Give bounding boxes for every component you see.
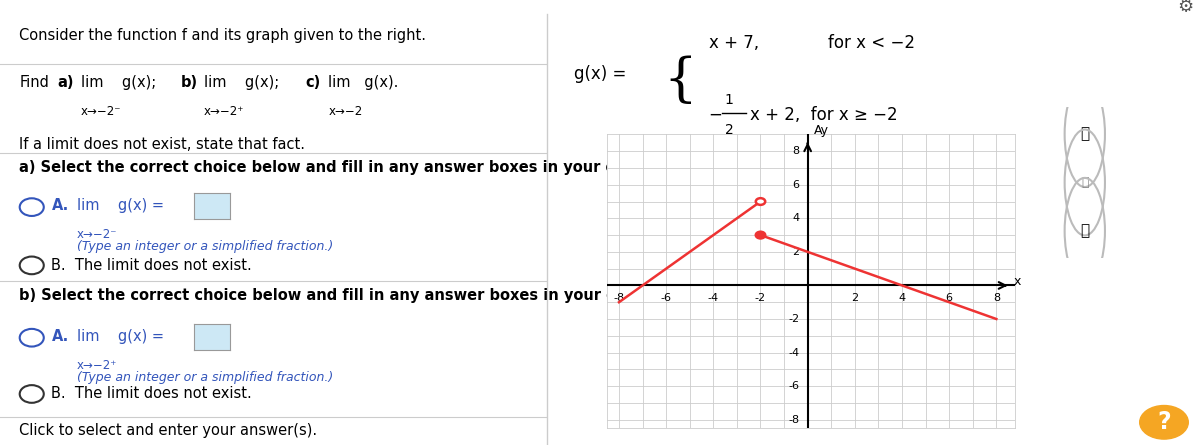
Text: -6: -6 — [788, 381, 799, 391]
Text: x→−2⁻: x→−2⁻ — [80, 105, 121, 117]
Text: -8: -8 — [788, 415, 799, 425]
Text: 6: 6 — [946, 293, 953, 303]
Text: -2: -2 — [755, 293, 766, 303]
Text: 8: 8 — [992, 293, 1000, 303]
Text: {: { — [664, 55, 697, 105]
Circle shape — [756, 232, 766, 239]
Text: (Type an integer or a simplified fraction.): (Type an integer or a simplified fractio… — [77, 240, 332, 253]
Text: If a limit does not exist, state that fact.: If a limit does not exist, state that fa… — [19, 137, 305, 152]
Text: lim    g(x);: lim g(x); — [204, 74, 280, 89]
Circle shape — [756, 198, 766, 205]
Text: 8: 8 — [792, 146, 799, 156]
Text: a) Select the correct choice below and fill in any answer boxes in your choice.: a) Select the correct choice below and f… — [19, 160, 664, 175]
Text: a): a) — [58, 74, 74, 89]
Text: A.: A. — [52, 198, 68, 213]
Text: x→−2⁻: x→−2⁻ — [77, 228, 118, 241]
Text: Find: Find — [19, 74, 49, 89]
Text: ?: ? — [1157, 410, 1171, 434]
Text: x + 7,: x + 7, — [709, 34, 760, 52]
Text: b) Select the correct choice below and fill in any answer boxes in your choice.: b) Select the correct choice below and f… — [19, 288, 665, 303]
Circle shape — [1140, 405, 1188, 439]
Text: x→−2⁺: x→−2⁺ — [204, 105, 245, 117]
Text: 2: 2 — [725, 123, 733, 137]
Text: lim    g(x) =: lim g(x) = — [77, 328, 163, 344]
Text: ⤢: ⤢ — [1080, 223, 1090, 239]
Text: -6: -6 — [661, 293, 672, 303]
Text: -2: -2 — [788, 314, 799, 324]
Text: B.  The limit does not exist.: B. The limit does not exist. — [52, 258, 252, 273]
Text: -4: -4 — [788, 348, 799, 358]
Text: lim   g(x).: lim g(x). — [329, 74, 398, 89]
Text: (Type an integer or a simplified fraction.): (Type an integer or a simplified fractio… — [77, 371, 332, 384]
Text: -8: -8 — [613, 293, 624, 303]
Text: Click to select and enter your answer(s).: Click to select and enter your answer(s)… — [19, 423, 317, 438]
Text: c): c) — [305, 74, 320, 89]
Text: Consider the function f and its graph given to the right.: Consider the function f and its graph gi… — [19, 28, 426, 43]
Text: b): b) — [180, 74, 198, 89]
Text: x→−2: x→−2 — [329, 105, 362, 117]
Text: 🔍: 🔍 — [1081, 176, 1088, 189]
Text: x + 2,  for x ≥ −2: x + 2, for x ≥ −2 — [750, 106, 898, 124]
Text: ⚙: ⚙ — [1177, 0, 1194, 16]
Text: 1: 1 — [725, 93, 733, 107]
Text: for x < −2: for x < −2 — [828, 34, 914, 52]
Text: −: − — [708, 106, 721, 124]
Text: lim    g(x) =: lim g(x) = — [77, 198, 163, 213]
Text: -4: -4 — [708, 293, 719, 303]
Text: B.  The limit does not exist.: B. The limit does not exist. — [52, 386, 252, 401]
Text: 2: 2 — [792, 247, 799, 257]
Text: lim    g(x);: lim g(x); — [80, 74, 156, 89]
Text: 4: 4 — [899, 293, 906, 303]
Text: 4: 4 — [792, 213, 799, 223]
Text: 6: 6 — [792, 180, 799, 190]
Text: x→−2⁺: x→−2⁺ — [77, 359, 116, 372]
Text: g(x) =: g(x) = — [575, 65, 626, 83]
Text: Ay: Ay — [814, 124, 828, 137]
Text: 2: 2 — [851, 293, 858, 303]
Text: x: x — [1014, 275, 1021, 288]
Text: 🔍: 🔍 — [1080, 126, 1090, 142]
Text: A.: A. — [52, 328, 68, 344]
